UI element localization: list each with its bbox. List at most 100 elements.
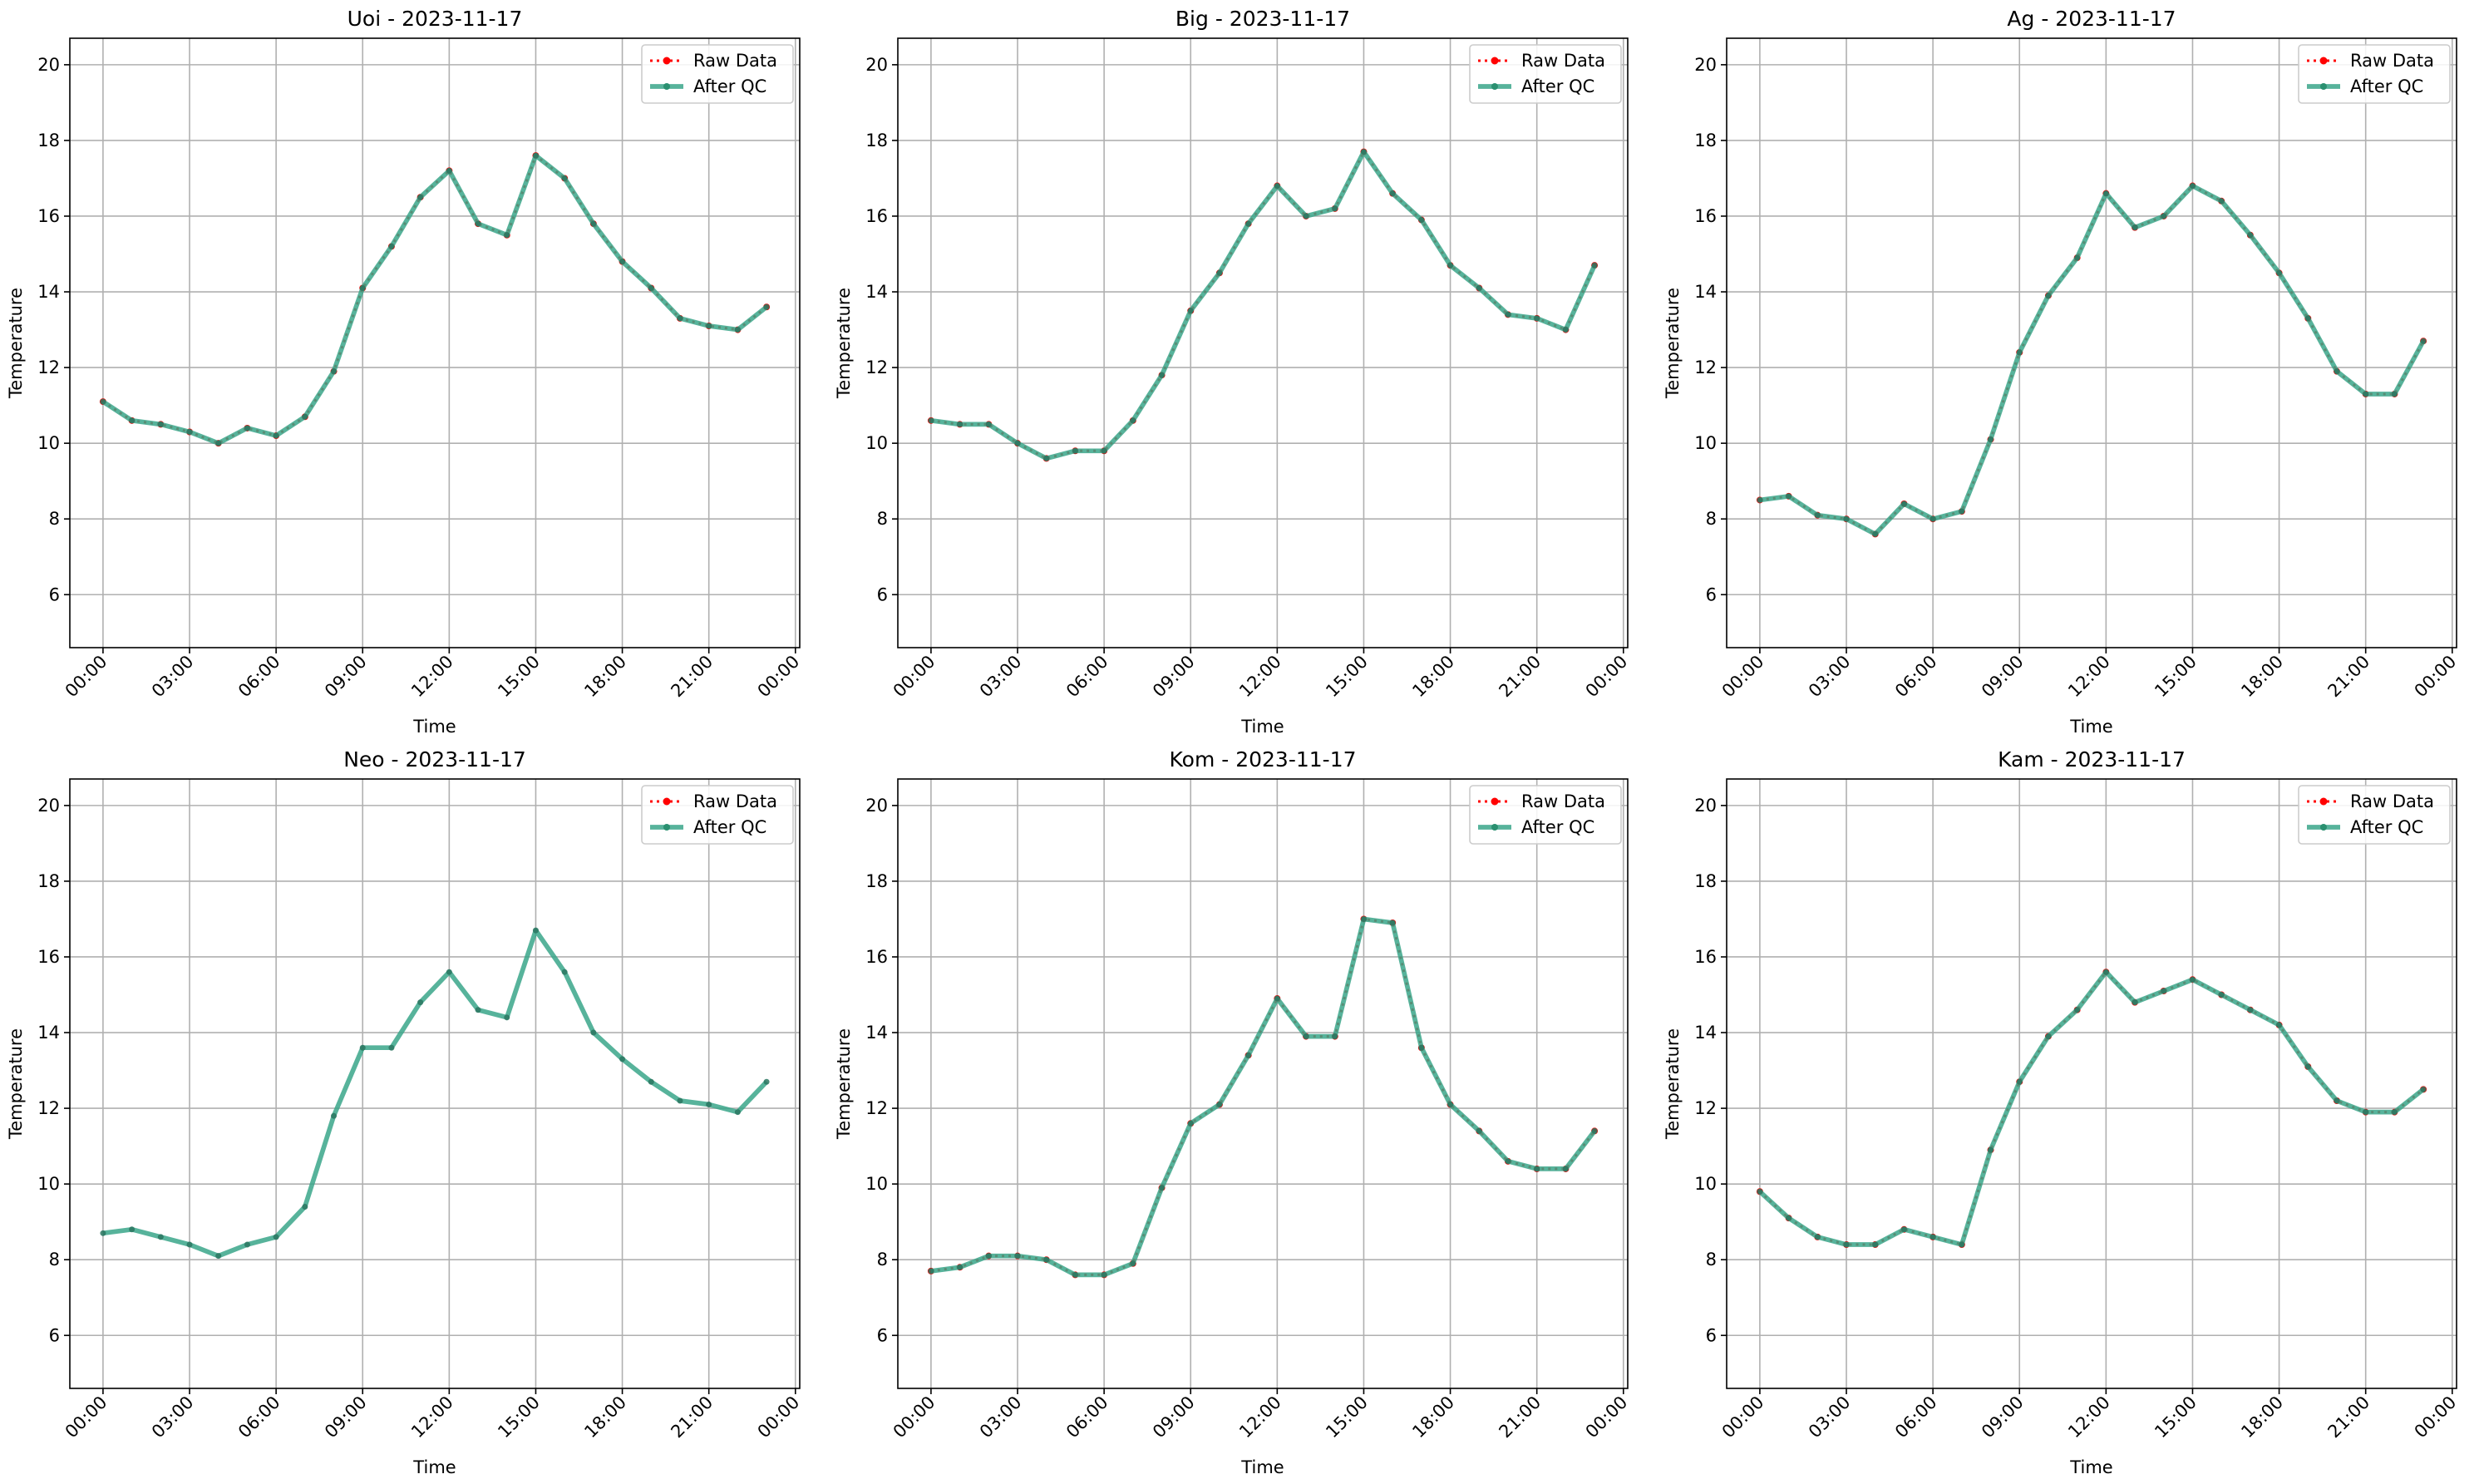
qc-marker — [734, 327, 741, 333]
qc-marker — [2334, 368, 2340, 375]
qc-marker — [648, 284, 654, 291]
legend-label: After QC — [1521, 817, 1594, 837]
chart-title: Ag - 2023-11-17 — [2007, 7, 2176, 31]
qc-marker — [1476, 284, 1482, 291]
x-axis-label: Time — [412, 717, 456, 737]
qc-marker — [1216, 269, 1223, 276]
x-tick-label: 00:00 — [1582, 652, 1632, 702]
x-tick-label: 09:00 — [1978, 652, 2028, 702]
qc-marker — [2016, 1078, 2023, 1085]
qc-marker — [1014, 440, 1021, 446]
x-tick-label: 03:00 — [1805, 1393, 1855, 1442]
qc-marker — [734, 1109, 741, 1116]
qc-line — [1757, 969, 2425, 1247]
legend-label: After QC — [1521, 76, 1594, 96]
legend-label: After QC — [693, 76, 766, 96]
x-axis-label: Time — [2069, 1457, 2112, 1477]
qc-marker — [1159, 372, 1166, 378]
qc-marker — [302, 413, 308, 420]
qc-marker — [1043, 455, 1050, 461]
subplot: 6 8 10 12 14 16 18 20 00:00 03:00 06:00 09:00 12:00 1… — [1663, 7, 2460, 737]
qc-marker — [1389, 190, 1396, 197]
legend-label: Raw Data — [693, 51, 777, 71]
y-axis-label: Temperature — [6, 288, 26, 399]
y-tick-label: 10 — [1694, 1174, 1717, 1194]
x-tick-label: 09:00 — [1978, 1393, 2028, 1442]
qc-marker — [157, 421, 164, 427]
qc-marker — [619, 1056, 626, 1062]
x-tick-label: 18:00 — [2237, 652, 2287, 702]
plot-frame — [69, 37, 801, 648]
x-tick-label: 00:00 — [62, 652, 111, 702]
x-tick-label: 06:00 — [1062, 652, 1112, 702]
x-tick-label: 00:00 — [62, 1393, 111, 1442]
y-tick-label: 20 — [37, 796, 60, 816]
qc-marker — [2045, 293, 2052, 299]
qc-marker — [1959, 508, 1965, 515]
qc-marker — [2420, 1086, 2427, 1092]
y-tick-label: 20 — [37, 55, 60, 75]
y-tick-label: 8 — [1706, 509, 1717, 529]
y-tick-label: 6 — [877, 584, 888, 604]
subplot: 6 8 10 12 14 16 18 20 00:00 03:00 06:00 09:00 12:00 1… — [834, 747, 1631, 1477]
qc-marker — [1786, 493, 1792, 500]
x-tick-label: 03:00 — [1805, 652, 1855, 702]
legend-marker — [663, 83, 670, 90]
qc-marker — [763, 1078, 770, 1085]
qc-marker — [677, 1097, 683, 1104]
y-tick-label: 20 — [1694, 55, 1717, 75]
qc-marker — [2161, 988, 2167, 994]
qc-marker — [1476, 1127, 1482, 1134]
x-tick-label: 00:00 — [890, 652, 939, 702]
qc-marker — [648, 1078, 654, 1085]
subplot: 6 8 10 12 14 16 18 20 00:00 03:00 06:00 09:00 12:00 1… — [1663, 747, 2460, 1477]
x-tick-label: 00:00 — [1718, 652, 1768, 702]
qc-line — [101, 153, 768, 446]
x-tick-label: 00:00 — [1582, 1393, 1632, 1442]
qc-marker — [1101, 447, 1107, 454]
qc-marker — [561, 969, 568, 975]
y-tick-label: 16 — [37, 206, 60, 226]
x-tick-label: 15:00 — [1322, 652, 1372, 702]
qc-marker — [2161, 213, 2167, 219]
plot-frame — [1726, 778, 2457, 1389]
qc-marker — [504, 232, 510, 239]
qc-marker — [763, 303, 770, 310]
y-tick-label: 10 — [865, 1174, 888, 1194]
qc-marker — [129, 1226, 136, 1233]
qc-marker — [186, 1241, 193, 1248]
x-tick-label: 12:00 — [1235, 652, 1285, 702]
y-tick-label: 20 — [865, 55, 888, 75]
qc-marker — [1101, 1271, 1107, 1278]
x-tick-label: 15:00 — [494, 652, 544, 702]
x-tick-label: 18:00 — [2237, 1393, 2287, 1442]
legend-marker — [663, 57, 671, 65]
x-tick-label: 12:00 — [2064, 1393, 2114, 1442]
qc-marker — [1245, 220, 1252, 227]
x-axis-label: Time — [2069, 717, 2112, 737]
qc-marker — [1534, 1166, 1540, 1172]
x-tick-label: 15:00 — [2151, 652, 2201, 702]
qc-marker — [1900, 1226, 1907, 1233]
qc-marker — [2189, 976, 2196, 983]
qc-marker — [1159, 1185, 1166, 1191]
x-tick-label: 18:00 — [580, 1393, 630, 1442]
x-tick-label: 03:00 — [976, 1393, 1026, 1442]
raw-line — [102, 154, 768, 445]
qc-marker — [1014, 1253, 1021, 1260]
qc-line — [930, 149, 1597, 461]
legend-marker — [663, 797, 671, 806]
qc-marker — [2218, 992, 2225, 998]
qc-marker — [2074, 1007, 2081, 1013]
qc-marker — [1072, 447, 1078, 454]
x-tick-label: 06:00 — [1062, 1393, 1112, 1442]
y-tick-label: 12 — [1694, 357, 1717, 377]
qc-marker — [1814, 1234, 1821, 1240]
y-tick-label: 10 — [37, 1174, 60, 1194]
qc-marker — [1872, 1241, 1879, 1248]
subplot: 6 8 10 12 14 16 18 20 00:00 03:00 06:00 09:00 12:00 1… — [6, 7, 803, 737]
x-tick-label: 15:00 — [2151, 1393, 2201, 1442]
qc-marker — [1303, 1033, 1309, 1040]
chart-title: Kom - 2023-11-17 — [1170, 747, 1357, 772]
qc-marker — [157, 1234, 164, 1240]
